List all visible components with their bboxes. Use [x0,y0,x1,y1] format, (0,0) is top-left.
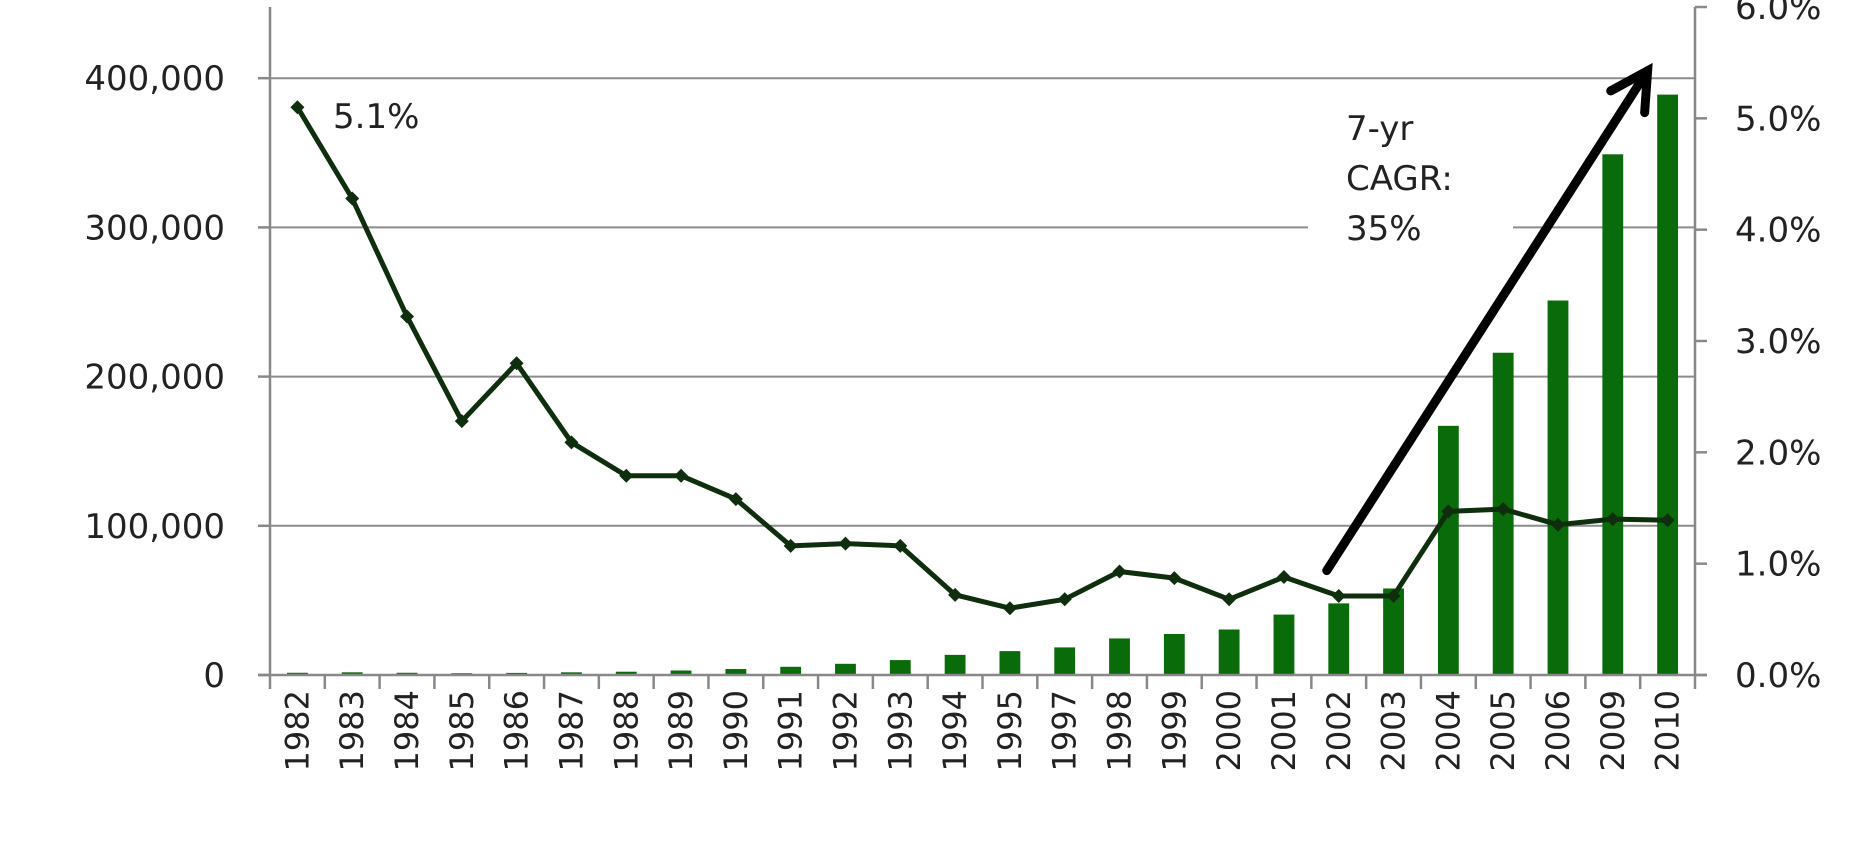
x-tick-label: 2009 [1594,690,1632,771]
bar [944,654,966,675]
bar [670,670,692,675]
line-point [400,309,415,324]
line-point [290,100,305,115]
line-point [1660,513,1675,528]
x-tick-label: 2003 [1375,690,1413,771]
y2-tick-label: 1.0% [1735,545,1821,585]
y2-tick-label: 0.0% [1735,656,1821,696]
line-point [674,468,689,483]
bar [1163,633,1185,675]
bar [780,666,802,675]
bar [561,672,582,675]
y-tick-label: 0 [203,656,225,696]
x-tick-label: 1991 [772,690,810,771]
bar [1657,94,1679,675]
cagr-label-line-2: CAGR: [1346,159,1453,199]
line-point [1222,592,1237,607]
growth-arrow [1322,62,1653,576]
line-point [345,191,360,206]
y2-tick-label: 5.0% [1735,99,1821,139]
x-tick-label: 1992 [826,690,864,771]
x-tick-label: 1998 [1101,690,1139,771]
x-tick-label: 2000 [1210,690,1248,771]
bar [341,672,363,675]
bar [1218,629,1240,675]
bar [1328,603,1350,675]
y-tick-label: 100,000 [84,507,225,547]
line-point [893,538,908,553]
bar [725,669,747,675]
line-point [1112,564,1127,579]
line-point [564,435,579,450]
x-tick-label: 1990 [717,690,755,771]
y2-tick-label: 3.0% [1735,322,1821,362]
bar [1602,154,1624,676]
x-tick-label: 1997 [1046,690,1084,771]
x-tick-label: 1983 [333,690,371,771]
line-point [948,587,963,602]
x-tick-label: 1994 [936,690,974,771]
line-point [1276,570,1291,585]
x-tick-label: 1982 [278,690,316,771]
bar [835,663,856,675]
bar [1273,614,1295,675]
x-tick-label: 1993 [881,690,919,771]
x-tick-label: 2006 [1539,690,1577,771]
tick-labels: 0 100,000 200,000 300,000 400,000 0.0% 1.0% 2.0… [84,0,1821,771]
cagr-label-line-3: 35% [1346,209,1422,249]
line-point [1386,588,1401,603]
axes [258,5,1707,689]
line-point [1605,512,1620,527]
x-tick-label: 1984 [388,690,426,771]
x-tick-label: 2002 [1320,690,1358,771]
line-point [619,468,634,483]
start-percent-label: 5.1% [333,97,419,137]
x-tick-label: 2001 [1265,690,1303,771]
x-tick-label: 2010 [1649,690,1687,771]
arrow-head [1606,62,1653,118]
line-point [1550,517,1565,532]
line-point [838,536,853,551]
y-tick-label: 200,000 [84,358,225,398]
line-point [1057,592,1072,607]
y2-tick-label: 2.0% [1735,433,1821,473]
y-tick-label: 300,000 [84,208,225,248]
line-series [290,100,1675,616]
x-tick-label: 1988 [607,690,645,771]
y-tick-label: 400,000 [84,59,225,99]
x-tick-label: 2005 [1484,690,1522,771]
line-point [728,492,743,507]
bar [615,671,637,675]
y2-tick-label: 6.0% [1735,0,1821,28]
cagr-label-background [1308,100,1513,260]
bar [999,651,1021,675]
annotations: 5.1% 7-yr CAGR: 35% [333,97,1513,260]
bar [1109,638,1130,675]
bar [1383,588,1404,675]
x-tick-label: 1985 [443,690,481,771]
line-point [1167,571,1182,586]
arrow-shaft [1322,66,1653,576]
x-tick-label: 2004 [1429,690,1467,771]
line-point [454,414,469,429]
line-point [783,538,798,553]
x-tick-label: 1995 [991,690,1029,771]
line-point [1496,502,1511,517]
line-point [1441,504,1456,519]
bar [1054,647,1076,675]
share-line [295,105,1668,611]
line-point [509,356,524,371]
cagr-label-line-1: 7-yr [1346,109,1413,149]
x-tick-label: 1987 [552,690,590,771]
y2-tick-label: 4.0% [1735,211,1821,251]
line-point [1331,588,1346,603]
x-tick-label: 1999 [1155,690,1193,771]
bar [1547,300,1569,675]
bar [1437,425,1459,675]
x-tick-label: 1989 [662,690,700,771]
bar [889,660,911,675]
x-tick-label: 1986 [498,690,536,771]
line-point [1002,601,1017,616]
